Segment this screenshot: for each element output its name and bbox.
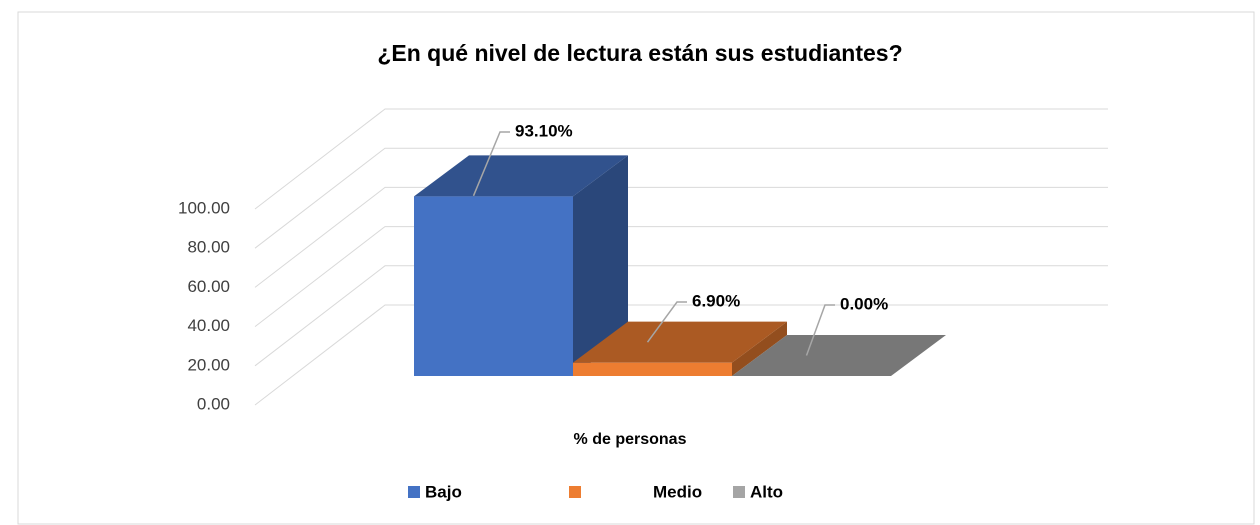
y-tick-label: 60.00: [187, 277, 230, 296]
bar-top: [732, 335, 946, 376]
grid-line: [254, 226, 1108, 327]
category-label: % de personas: [574, 431, 687, 448]
leader-line: [472, 131, 510, 197]
y-tick-label: 80.00: [187, 238, 230, 257]
bar: [414, 196, 573, 376]
leader-line: [805, 304, 835, 356]
grid-line: [254, 108, 1108, 210]
legend-swatch: [408, 486, 420, 498]
y-tick-label: 20.00: [187, 355, 230, 374]
grid-line: [254, 265, 1108, 367]
y-tick-label: 40.00: [187, 316, 230, 335]
bar-side: [732, 321, 787, 376]
leader-line: [646, 301, 687, 343]
legend-label: Bajo: [425, 482, 462, 501]
bar: [573, 362, 732, 376]
y-tick-label: 0.00: [197, 394, 230, 413]
data-label: 93.10%: [515, 121, 573, 140]
legend-label: Alto: [750, 482, 783, 501]
chart-border: [17, 11, 1255, 525]
data-label: 6.90%: [692, 291, 740, 310]
chart-title: ¿En qué nivel de lectura están sus estud…: [377, 40, 902, 66]
y-tick-label: 100.00: [178, 198, 230, 217]
legend-swatch: [733, 486, 745, 498]
legend-label: Medio: [653, 482, 702, 501]
legend-swatch: [569, 486, 581, 498]
bar-top: [414, 155, 628, 197]
grid-line: [254, 186, 1108, 288]
bar-side: [573, 155, 628, 376]
grid-line: [254, 304, 1108, 406]
bar-top: [573, 321, 787, 363]
grid-line: [254, 147, 1108, 249]
data-label: 0.00%: [840, 294, 888, 313]
